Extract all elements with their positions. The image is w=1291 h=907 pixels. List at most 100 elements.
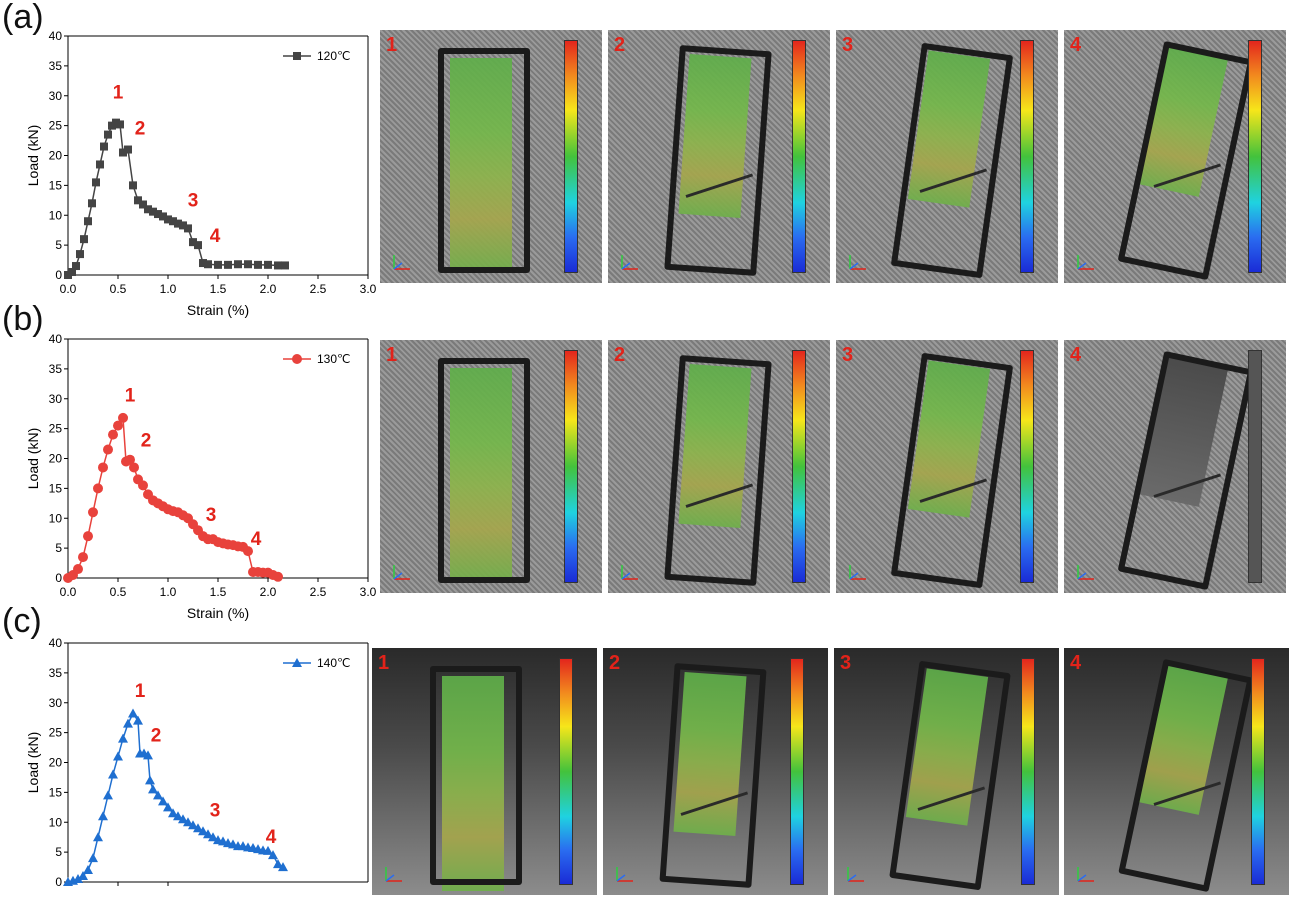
specimen-fixture <box>664 45 772 276</box>
data-point <box>113 751 123 761</box>
data-point <box>78 552 88 563</box>
data-point <box>113 420 123 431</box>
stage-annotation: 3 <box>206 505 217 526</box>
y-tick-label: 30 <box>49 392 63 406</box>
coordinate-axes-icon <box>382 865 406 887</box>
data-point <box>153 790 163 800</box>
data-point <box>128 708 138 718</box>
y-tick-label: 5 <box>55 238 62 252</box>
data-point <box>88 507 98 518</box>
dic-photo: 3 <box>836 340 1058 593</box>
y-tick-label: 10 <box>49 815 63 829</box>
y-tick-label: 35 <box>49 666 63 680</box>
data-point <box>169 217 177 226</box>
stage-annotation: 3 <box>188 190 199 211</box>
dic-photo: 4 <box>1064 340 1286 593</box>
coordinate-axes-icon <box>618 563 642 585</box>
data-point <box>278 862 288 872</box>
y-tick-label: 30 <box>49 696 63 710</box>
data-point <box>139 200 147 209</box>
series-line <box>67 712 284 883</box>
strain-field-overlay <box>450 58 512 273</box>
y-tick-label: 15 <box>49 785 63 799</box>
coordinate-axes-icon <box>1074 865 1098 887</box>
stage-number-label: 3 <box>842 34 854 56</box>
dic-photo: 3 <box>836 30 1058 283</box>
data-point <box>178 814 188 824</box>
y-tick-label: 35 <box>49 362 63 376</box>
x-tick-label: 0.5 <box>110 585 127 599</box>
stage-annotation: 3 <box>210 800 221 821</box>
color-scale-bar <box>564 350 578 583</box>
stage-annotation: 4 <box>210 226 221 247</box>
color-scale-bar <box>1251 658 1265 885</box>
coordinate-axes-icon <box>1074 253 1098 275</box>
color-scale-bar <box>1020 40 1034 273</box>
coordinate-axes-icon <box>618 253 642 275</box>
data-point <box>92 178 100 187</box>
data-point <box>179 221 187 230</box>
x-tick-label: 3.0 <box>360 282 377 296</box>
stage-annotation: 2 <box>141 431 152 452</box>
legend-marker <box>292 354 302 364</box>
data-point <box>96 160 104 169</box>
data-point <box>274 261 282 270</box>
data-point <box>154 210 162 219</box>
stage-number-label: 3 <box>842 344 854 366</box>
x-tick-label: 1.0 <box>160 585 177 599</box>
x-tick-label: 2.0 <box>260 282 277 296</box>
data-point <box>133 715 143 725</box>
stage-number-label: 1 <box>378 652 390 674</box>
stage-annotation: 1 <box>135 681 146 702</box>
load-strain-chart-140: 0 5 10 15 20 25 30 35 40 Load (kN) 140℃ 1 2 3 4 <box>25 636 369 889</box>
x-tick-label: 2.5 <box>310 585 327 599</box>
data-point <box>143 750 153 760</box>
data-point <box>198 826 208 836</box>
data-point <box>149 207 157 216</box>
data-point <box>73 564 83 575</box>
data-point <box>273 571 283 582</box>
y-tick-label: 0 <box>55 875 62 889</box>
data-point <box>244 260 252 269</box>
panel-label-c: (c) <box>2 602 42 640</box>
data-point <box>103 444 113 455</box>
y-tick-label: 25 <box>49 422 63 436</box>
legend-label: 140℃ <box>317 656 351 670</box>
load-strain-chart-130: 0 5 10 15 20 25 30 35 40 0.0 0.5 1.0 1.5 2.0 2.5 3.0 Str… <box>25 332 377 621</box>
y-tick-label: 15 <box>49 178 63 192</box>
data-point <box>108 429 118 440</box>
data-point <box>118 412 128 423</box>
dic-photo: 1 <box>380 340 602 593</box>
data-point <box>189 238 197 247</box>
strain-field-overlay <box>450 368 512 583</box>
data-point <box>73 874 83 884</box>
data-point <box>83 531 93 542</box>
dic-photo: 3 <box>834 648 1059 895</box>
data-point <box>168 808 178 818</box>
color-scale-bar <box>559 658 573 885</box>
stage-number-label: 4 <box>1070 652 1082 674</box>
color-scale-bar <box>1020 350 1034 583</box>
data-point <box>214 260 222 269</box>
y-tick-label: 0 <box>55 571 62 585</box>
data-point <box>183 817 193 827</box>
data-point <box>164 215 172 224</box>
data-point <box>264 260 272 269</box>
data-point <box>199 259 207 268</box>
data-point <box>76 250 84 259</box>
y-tick-label: 25 <box>49 119 63 133</box>
data-point <box>72 262 80 271</box>
data-point <box>108 769 118 779</box>
coordinate-axes-icon <box>613 865 637 887</box>
panel-label-b: (b) <box>2 300 44 338</box>
data-point <box>188 820 198 830</box>
specimen-fixture <box>438 358 530 583</box>
x-tick-label: 1.0 <box>160 282 177 296</box>
stage-number-label: 4 <box>1070 344 1082 366</box>
data-point <box>224 260 232 269</box>
y-axis-label: Load (kN) <box>25 428 41 489</box>
y-tick-label: 40 <box>49 29 63 43</box>
color-scale-bar <box>1248 40 1262 273</box>
data-point <box>116 120 124 129</box>
dic-photo: 2 <box>608 340 830 593</box>
